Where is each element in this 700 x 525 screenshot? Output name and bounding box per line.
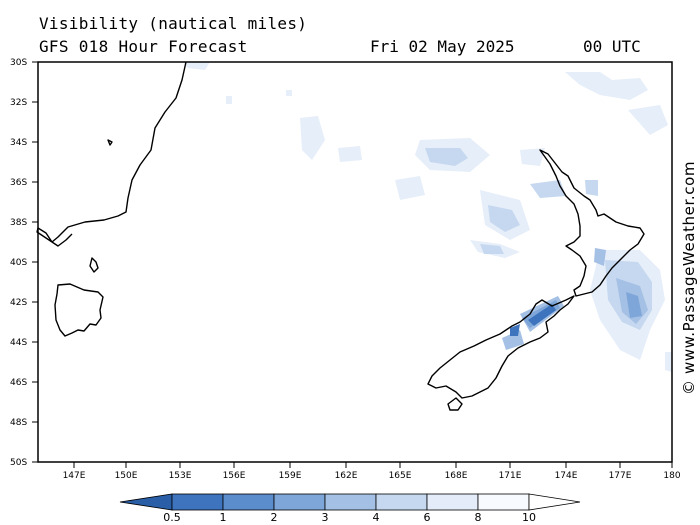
lat-label: 50S [10,458,27,468]
credit-text: © www.PassageWeather.com [680,160,698,395]
colorbar-segment [273,493,326,511]
lat-label: 44S [10,338,27,348]
colorbar-label: 1 [220,511,227,524]
lat-label: 48S [10,418,27,428]
map-title: Visibility (nautical miles) [39,14,308,33]
colorbar-segment [375,493,428,511]
colorbar-segment [222,493,275,511]
colorbar-segment [171,493,224,511]
lon-label: 177E [609,471,632,481]
lat-label: 46S [10,378,27,388]
lon-label: 165E [389,471,412,481]
colorbar-label: 4 [373,511,380,524]
lon-label: 150E [115,471,138,481]
lat-label: 32S [10,98,27,108]
south-island-coast [427,295,575,399]
lat-label: 34S [10,138,27,148]
lon-label: 162E [335,471,358,481]
map-frame [37,61,673,463]
king-island [89,257,99,273]
colorbar-label: 10 [522,511,536,524]
lon-label: 159E [279,471,302,481]
lon-label: 180 [663,471,680,481]
forecast-time: 00 UTC [583,37,641,56]
colorbar-label: 0.5 [163,511,181,524]
lat-label: 40S [10,258,27,268]
coastlines [36,61,645,411]
colorbar-segment [324,493,377,511]
longitude-axis [73,462,673,468]
tasmania-coast [54,283,104,337]
colorbar-segment [477,493,530,511]
colorbar-segment [426,493,479,511]
australia-coast [36,61,187,247]
colorbar-label: 8 [475,511,482,524]
lat-label: 30S [10,58,27,68]
lon-label: 156E [223,471,246,481]
colorbar-segment [528,493,581,511]
lat-label: 38S [10,218,27,228]
forecast-date: Fri 02 May 2025 [370,37,515,56]
colorbar-label: 6 [424,511,431,524]
lon-label: 174E [555,471,578,481]
small-island [107,139,113,146]
lon-label: 147E [63,471,86,481]
forecast-label: GFS 018 Hour Forecast [39,37,248,56]
north-island-coast [539,149,645,297]
latitude-axis [32,61,38,463]
lat-label: 42S [10,298,27,308]
visibility-shading [183,62,672,372]
lon-label: 168E [445,471,468,481]
colorbar-label: 2 [271,511,278,524]
lon-label: 171E [499,471,522,481]
colorbar: 0.5 1 2 3 4 6 8 10 [119,493,581,524]
stewart-island-coast [447,397,463,411]
colorbar-label: 3 [322,511,329,524]
colorbar-segment [119,493,173,511]
lon-label: 153E [169,471,192,481]
lat-label: 36S [10,178,27,188]
